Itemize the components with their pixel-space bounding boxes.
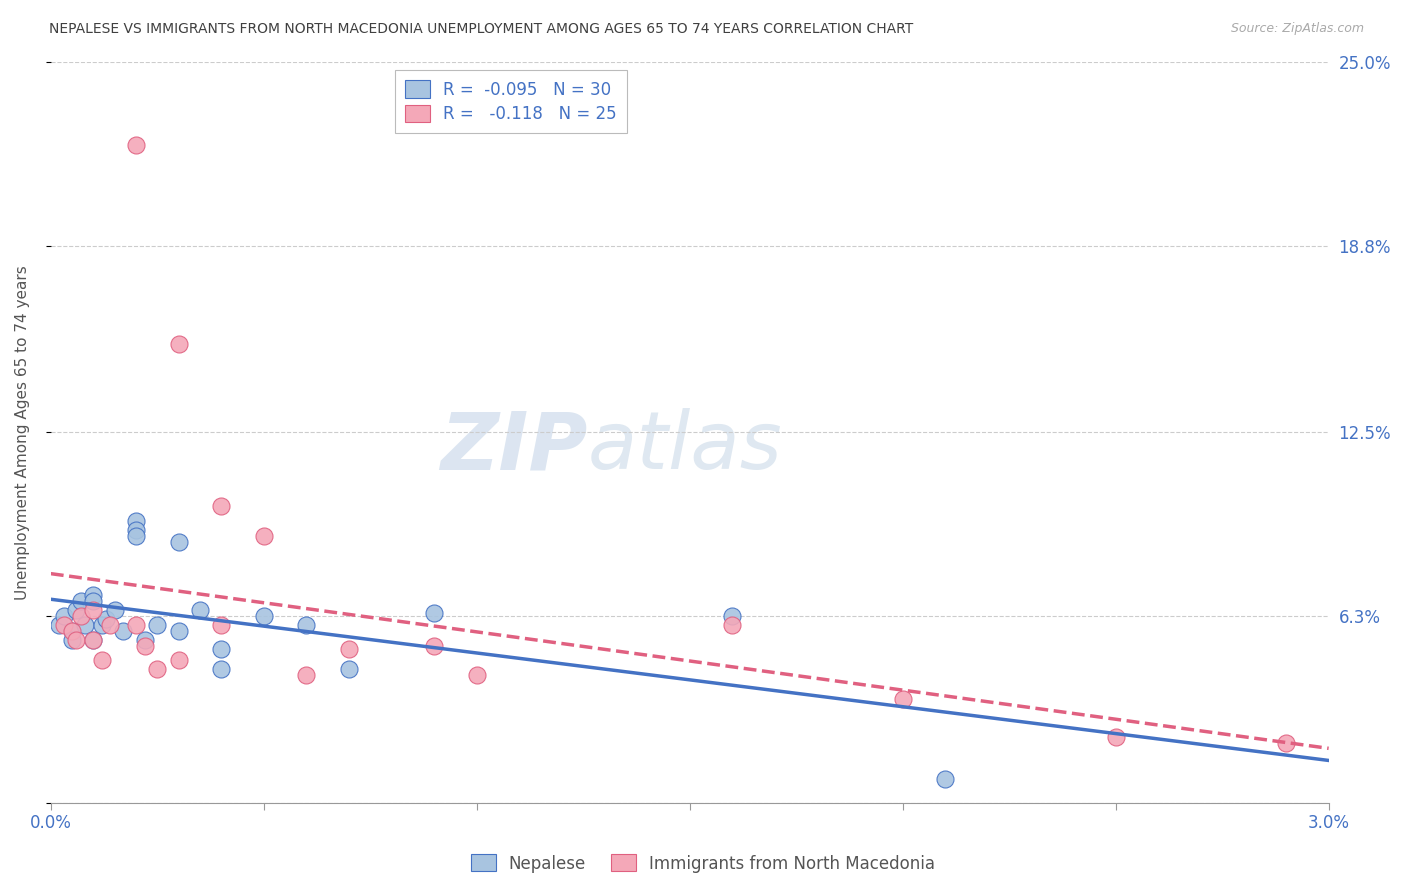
Point xyxy=(134,632,156,647)
Point xyxy=(104,603,127,617)
Legend: R =  -0.095   N = 30, R =   -0.118   N = 25: R = -0.095 N = 30, R = -0.118 N = 25 xyxy=(395,70,627,134)
Point xyxy=(146,618,169,632)
Point xyxy=(934,772,956,786)
Point xyxy=(125,523,148,537)
Point xyxy=(60,624,83,638)
Point xyxy=(48,618,70,632)
Point xyxy=(125,514,148,528)
Y-axis label: Unemployment Among Ages 65 to 74 years: Unemployment Among Ages 65 to 74 years xyxy=(15,265,30,599)
Legend: Nepalese, Immigrants from North Macedonia: Nepalese, Immigrants from North Macedoni… xyxy=(464,847,942,880)
Point xyxy=(52,609,75,624)
Text: atlas: atlas xyxy=(588,409,782,486)
Point xyxy=(91,618,114,632)
Point xyxy=(188,603,211,617)
Point xyxy=(1105,731,1128,745)
Point xyxy=(73,618,96,632)
Point xyxy=(167,535,190,549)
Point xyxy=(82,632,104,647)
Point xyxy=(253,529,276,543)
Point xyxy=(52,618,75,632)
Point xyxy=(209,662,232,676)
Point xyxy=(96,612,118,626)
Point xyxy=(91,653,114,667)
Point xyxy=(82,603,104,617)
Point xyxy=(721,618,744,632)
Point xyxy=(82,594,104,608)
Point xyxy=(337,662,360,676)
Point xyxy=(65,632,87,647)
Point xyxy=(112,624,135,638)
Point xyxy=(125,618,148,632)
Point xyxy=(295,668,318,682)
Point xyxy=(82,588,104,602)
Point xyxy=(209,641,232,656)
Point xyxy=(423,606,446,620)
Point xyxy=(1275,736,1298,750)
Point xyxy=(295,618,318,632)
Point xyxy=(337,641,360,656)
Point xyxy=(253,609,276,624)
Text: Source: ZipAtlas.com: Source: ZipAtlas.com xyxy=(1230,22,1364,36)
Text: NEPALESE VS IMMIGRANTS FROM NORTH MACEDONIA UNEMPLOYMENT AMONG AGES 65 TO 74 YEA: NEPALESE VS IMMIGRANTS FROM NORTH MACEDO… xyxy=(49,22,914,37)
Point xyxy=(69,594,91,608)
Point xyxy=(125,529,148,543)
Point xyxy=(209,618,232,632)
Point xyxy=(891,692,914,706)
Point xyxy=(465,668,488,682)
Point xyxy=(167,653,190,667)
Point xyxy=(167,336,190,351)
Point xyxy=(146,662,169,676)
Point xyxy=(167,624,190,638)
Point xyxy=(134,639,156,653)
Point xyxy=(125,138,148,153)
Point xyxy=(100,618,122,632)
Point xyxy=(721,609,744,624)
Point xyxy=(423,639,446,653)
Text: ZIP: ZIP xyxy=(440,409,588,486)
Point xyxy=(60,624,83,638)
Point xyxy=(60,632,83,647)
Point xyxy=(209,500,232,514)
Point xyxy=(82,632,104,647)
Point xyxy=(69,609,91,624)
Point xyxy=(65,603,87,617)
